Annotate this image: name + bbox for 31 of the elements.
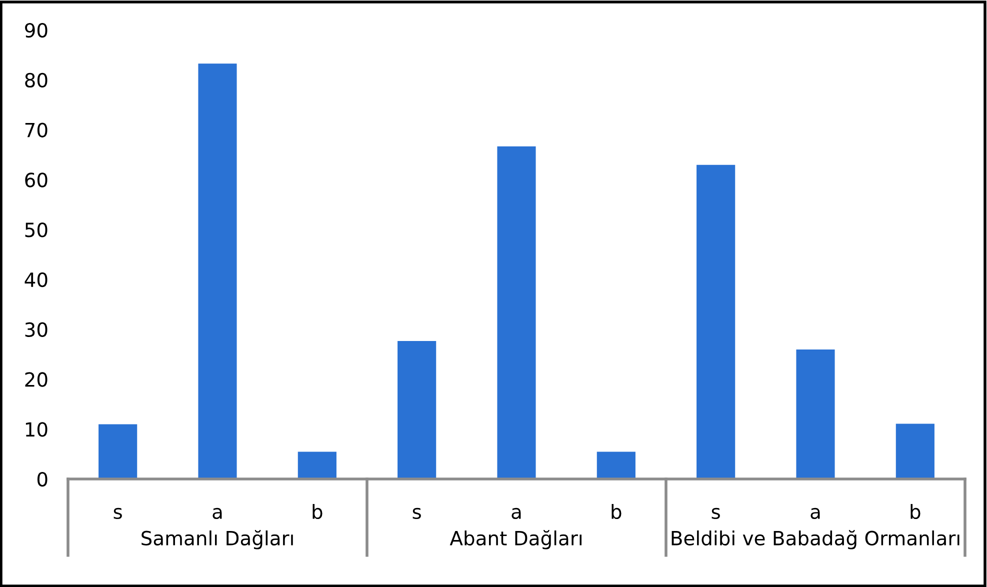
x-tick-label: s (712, 508, 720, 520)
x-tick-label: a (810, 508, 820, 520)
x-tick-label: b (312, 504, 322, 520)
text: Beldibi ve Babadağ Ormanları (672, 530, 960, 550)
x-tick-label: s (412, 508, 421, 520)
x-tick-label: b (910, 504, 920, 520)
bar (497, 146, 536, 479)
y-tick-label: 10 (26, 422, 48, 437)
bar (896, 424, 934, 479)
bar (696, 164, 736, 479)
bar (298, 452, 336, 479)
bar (796, 349, 835, 479)
y-tick-label: 30 (25, 322, 48, 337)
text: Abant Dağları (450, 530, 582, 550)
y-tick-label: 0 (37, 472, 48, 487)
x-tick-label: a (212, 508, 222, 520)
bar (596, 452, 636, 479)
y-tick-label: 80 (25, 72, 48, 88)
bar (98, 424, 138, 479)
y-tick-label: 60 (25, 172, 48, 188)
bar (398, 340, 436, 479)
y-tick-label: 50 (25, 222, 48, 238)
bar (198, 64, 237, 479)
text: Samanlı Dağları (142, 530, 293, 550)
y-tick-label: 40 (24, 272, 48, 288)
x-tick-label: a (512, 508, 521, 520)
x-tick-label: s (114, 508, 122, 520)
x-tick-label: b (612, 504, 622, 520)
y-tick-label: 90 (25, 22, 48, 38)
y-tick-label: 20 (25, 372, 48, 387)
y-tick-label: 70 (25, 122, 48, 138)
